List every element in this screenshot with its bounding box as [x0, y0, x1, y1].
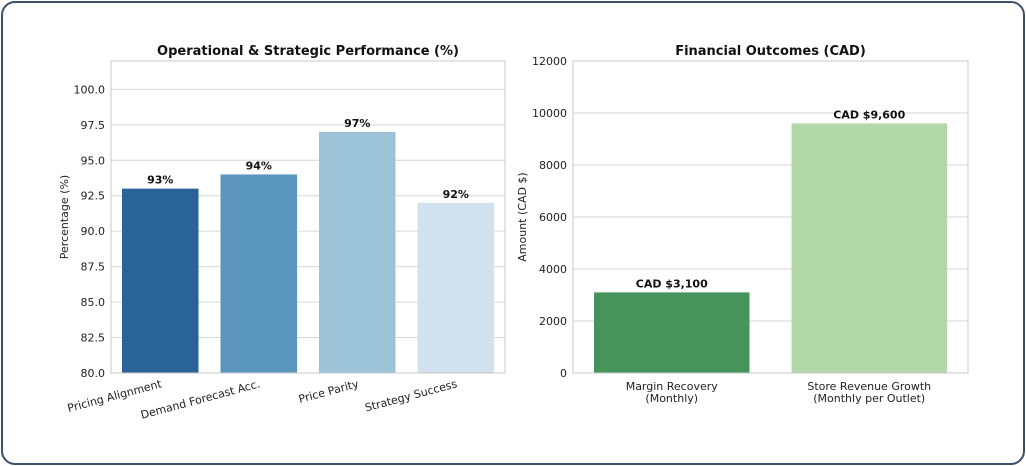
chart1-data-label: 92% [443, 188, 469, 201]
chart2-y-axis-label: Amount (CAD $) [516, 172, 529, 261]
chart1-bar [319, 131, 396, 373]
chart2-y-tick-label: 12000 [532, 55, 567, 68]
chart2-x-tick-label: Store Revenue Growth [807, 380, 931, 393]
chart1-data-label: 97% [344, 117, 370, 130]
chart2-x-tick-label: (Monthly) [645, 392, 698, 405]
chart1-x-tick-label: Strategy Success [363, 377, 458, 414]
chart1-y-tick-label: 87.5 [81, 261, 106, 274]
chart1-bar [122, 188, 199, 373]
chart1-bar [417, 202, 494, 373]
chart2-plot-frame [572, 60, 969, 374]
chart1-y-tick-label: 82.5 [81, 332, 106, 345]
chart1-y-tick-label: 97.5 [81, 119, 106, 132]
chart1-plot-frame [110, 60, 506, 374]
chart1-y-tick-label: 95.0 [81, 154, 106, 167]
chart2-y-tick-label: 8000 [539, 159, 567, 172]
chart1-y-tick-label: 92.5 [81, 190, 106, 203]
chart1-x-tick-label: Price Parity [297, 377, 360, 406]
chart1-y-tick-label: 80.0 [81, 367, 106, 380]
chart1-data-label: 93% [147, 174, 173, 187]
chart1-bar [220, 174, 297, 373]
chart1-y-tick-label: 85.0 [81, 296, 106, 309]
chart2-data-label: CAD $3,100 [636, 277, 708, 290]
chart1-y-tick-label: 90.0 [81, 225, 106, 238]
chart2-x-tick-label: Margin Recovery [626, 380, 719, 393]
chart1-title: Operational & Strategic Performance (%) [157, 44, 459, 59]
chart2-y-tick-label: 2000 [539, 315, 567, 328]
chart2-y-tick-label: 6000 [539, 211, 567, 224]
chart1-y-axis-label: Percentage (%) [58, 175, 71, 259]
chart2-bar [594, 292, 750, 373]
chart2-y-tick-label: 0 [560, 367, 567, 380]
chart2-title: Financial Outcomes (CAD) [675, 44, 866, 59]
chart1-y-tick-label: 100.0 [74, 83, 106, 96]
chart2-bar [791, 123, 947, 374]
chart2-y-tick-label: 10000 [532, 107, 567, 120]
chart1-data-label: 94% [246, 159, 272, 172]
chart2-data-label: CAD $9,600 [833, 108, 905, 121]
chart2-y-tick-label: 4000 [539, 263, 567, 276]
chart2-x-tick-label: (Monthly per Outlet) [813, 392, 925, 405]
